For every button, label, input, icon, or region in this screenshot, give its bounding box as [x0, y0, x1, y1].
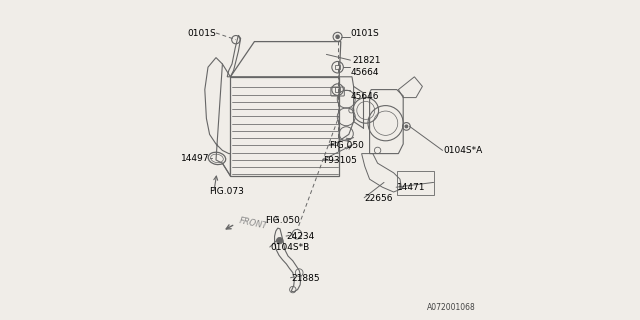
Bar — [335, 87, 340, 92]
Text: F93105: F93105 — [323, 156, 357, 164]
Text: A072001068: A072001068 — [426, 303, 475, 312]
Text: FIG.073: FIG.073 — [210, 188, 244, 196]
Text: FIG.050: FIG.050 — [330, 141, 364, 150]
Text: 0104S*A: 0104S*A — [443, 146, 483, 155]
Text: FRONT: FRONT — [239, 216, 268, 231]
Bar — [335, 65, 340, 69]
Text: 21885: 21885 — [291, 274, 320, 283]
Text: FIG.050: FIG.050 — [266, 216, 300, 225]
Text: 0104S*B: 0104S*B — [270, 244, 310, 252]
Text: 45664: 45664 — [351, 68, 379, 76]
Text: 0101S: 0101S — [188, 29, 216, 38]
Circle shape — [405, 125, 408, 128]
Text: 0101S: 0101S — [351, 29, 379, 38]
Text: 24234: 24234 — [287, 232, 315, 241]
Text: 45646: 45646 — [351, 92, 379, 100]
Circle shape — [336, 35, 339, 38]
Text: 21821: 21821 — [352, 56, 381, 65]
Circle shape — [276, 237, 283, 244]
Text: 22656: 22656 — [365, 194, 394, 203]
Text: 14471: 14471 — [397, 183, 426, 192]
Text: 14497: 14497 — [181, 154, 210, 163]
